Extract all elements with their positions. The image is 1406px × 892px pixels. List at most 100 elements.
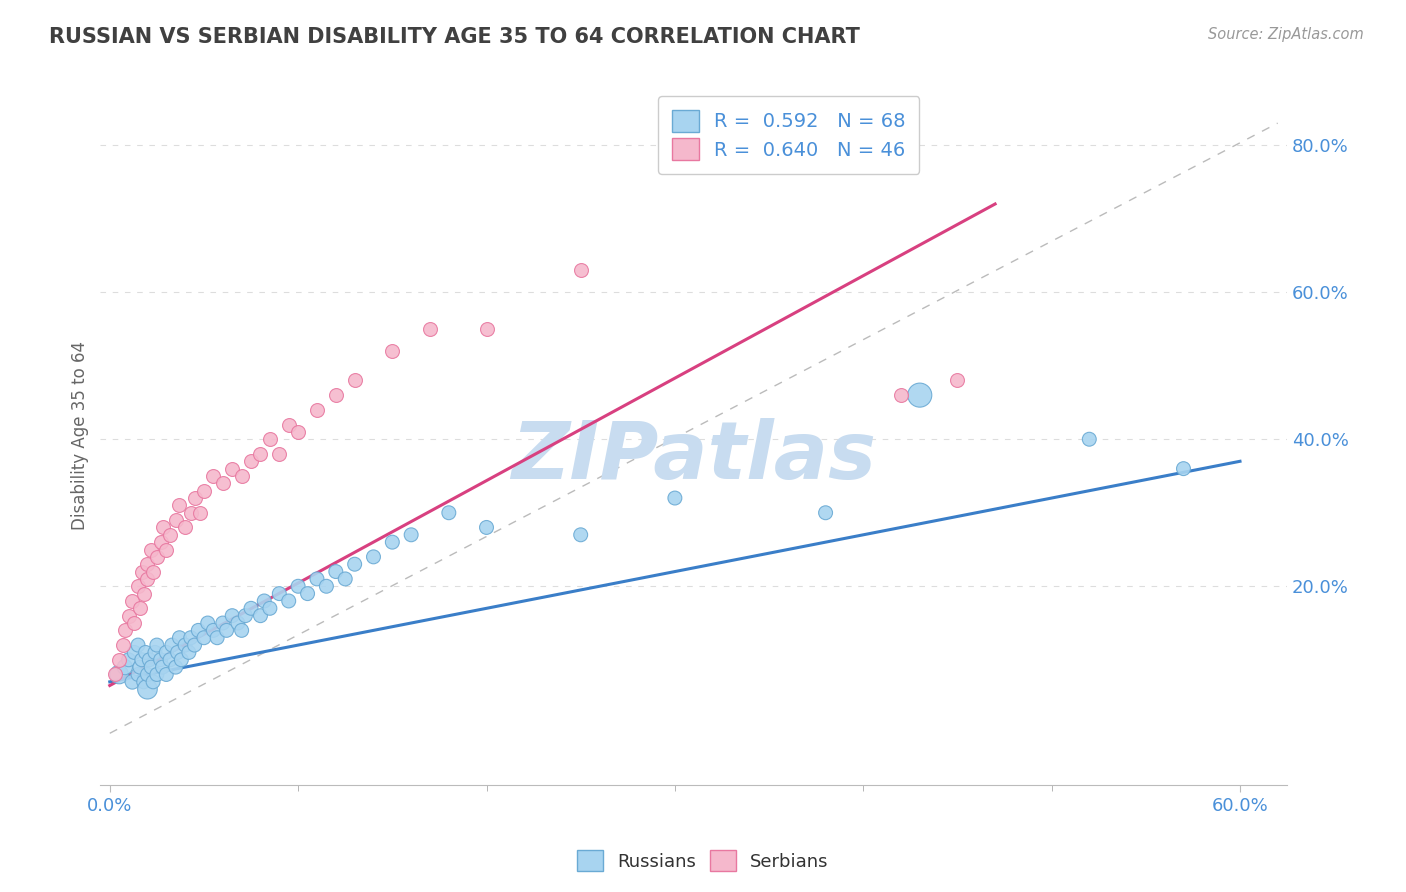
Point [259,601,281,615]
Text: Source: ZipAtlas.com: Source: ZipAtlas.com [1208,27,1364,42]
Point [127,579,149,593]
Point [170,653,193,667]
Point [305,402,328,417]
Point [159,653,181,667]
Point [121,594,143,608]
Point [305,572,328,586]
Point [193,631,215,645]
Point [890,388,912,402]
Point [297,586,319,600]
Point [235,608,257,623]
Point [249,447,271,461]
Point [253,594,276,608]
Point [908,388,931,402]
Point [142,674,165,689]
Point [437,506,460,520]
Point [152,660,174,674]
Point [146,638,169,652]
Point [169,631,191,645]
Point [122,645,145,659]
Point [149,535,172,549]
Point [146,667,169,681]
Legend: Russians, Serbians: Russians, Serbians [571,843,835,879]
Point [315,579,337,593]
Point [240,454,263,468]
Point [287,579,309,593]
Point [132,586,155,600]
Point [141,660,163,674]
Point [108,653,131,667]
Point [155,542,177,557]
Point [814,506,837,520]
Point [475,520,498,534]
Point [159,528,181,542]
Point [664,491,686,505]
Point [149,653,172,667]
Point [226,615,249,630]
Point [187,624,209,638]
Point [363,549,385,564]
Point [569,263,592,277]
Point [193,483,215,498]
Point [136,682,159,697]
Point [174,638,197,652]
Point [180,631,202,645]
Point [155,667,177,681]
Point [249,608,271,623]
Point [104,667,127,681]
Point [138,653,160,667]
Text: RUSSIAN VS SERBIAN DISABILITY AGE 35 TO 64 CORRELATION CHART: RUSSIAN VS SERBIAN DISABILITY AGE 35 TO … [49,27,860,46]
Point [136,667,159,681]
Point [343,558,366,572]
Point [121,674,143,689]
Point [569,528,592,542]
Point [132,674,155,689]
Point [269,447,291,461]
Point [152,520,174,534]
Point [419,322,441,336]
Point [108,667,131,681]
Point [343,373,366,387]
Point [183,491,205,505]
Point [114,624,136,638]
Point [174,520,197,534]
Point [211,615,233,630]
Point [127,667,149,681]
Point [142,565,165,579]
Point [335,572,357,586]
Point [202,469,225,483]
Point [117,608,139,623]
Point [399,528,422,542]
Point [231,469,253,483]
Point [215,624,238,638]
Point [325,388,347,402]
Point [197,615,219,630]
Point [165,513,187,527]
Point [183,638,205,652]
Point [1078,432,1101,446]
Point [946,373,969,387]
Point [277,594,299,608]
Point [325,565,347,579]
Point [135,645,157,659]
Text: ZIPatlas: ZIPatlas [512,417,876,496]
Point [141,542,163,557]
Point [269,586,291,600]
Point [188,506,211,520]
Point [136,558,159,572]
Point [277,417,299,432]
Point [202,624,225,638]
Point [122,615,145,630]
Point [127,638,149,652]
Point [111,638,134,652]
Legend: R =  0.592   N = 68, R =  0.640   N = 46: R = 0.592 N = 68, R = 0.640 N = 46 [658,96,920,174]
Point [146,549,169,564]
Point [169,499,191,513]
Point [129,660,152,674]
Point [211,476,233,491]
Point [177,645,200,659]
Point [381,344,404,359]
Point [114,660,136,674]
Point [131,653,153,667]
Point [205,631,228,645]
